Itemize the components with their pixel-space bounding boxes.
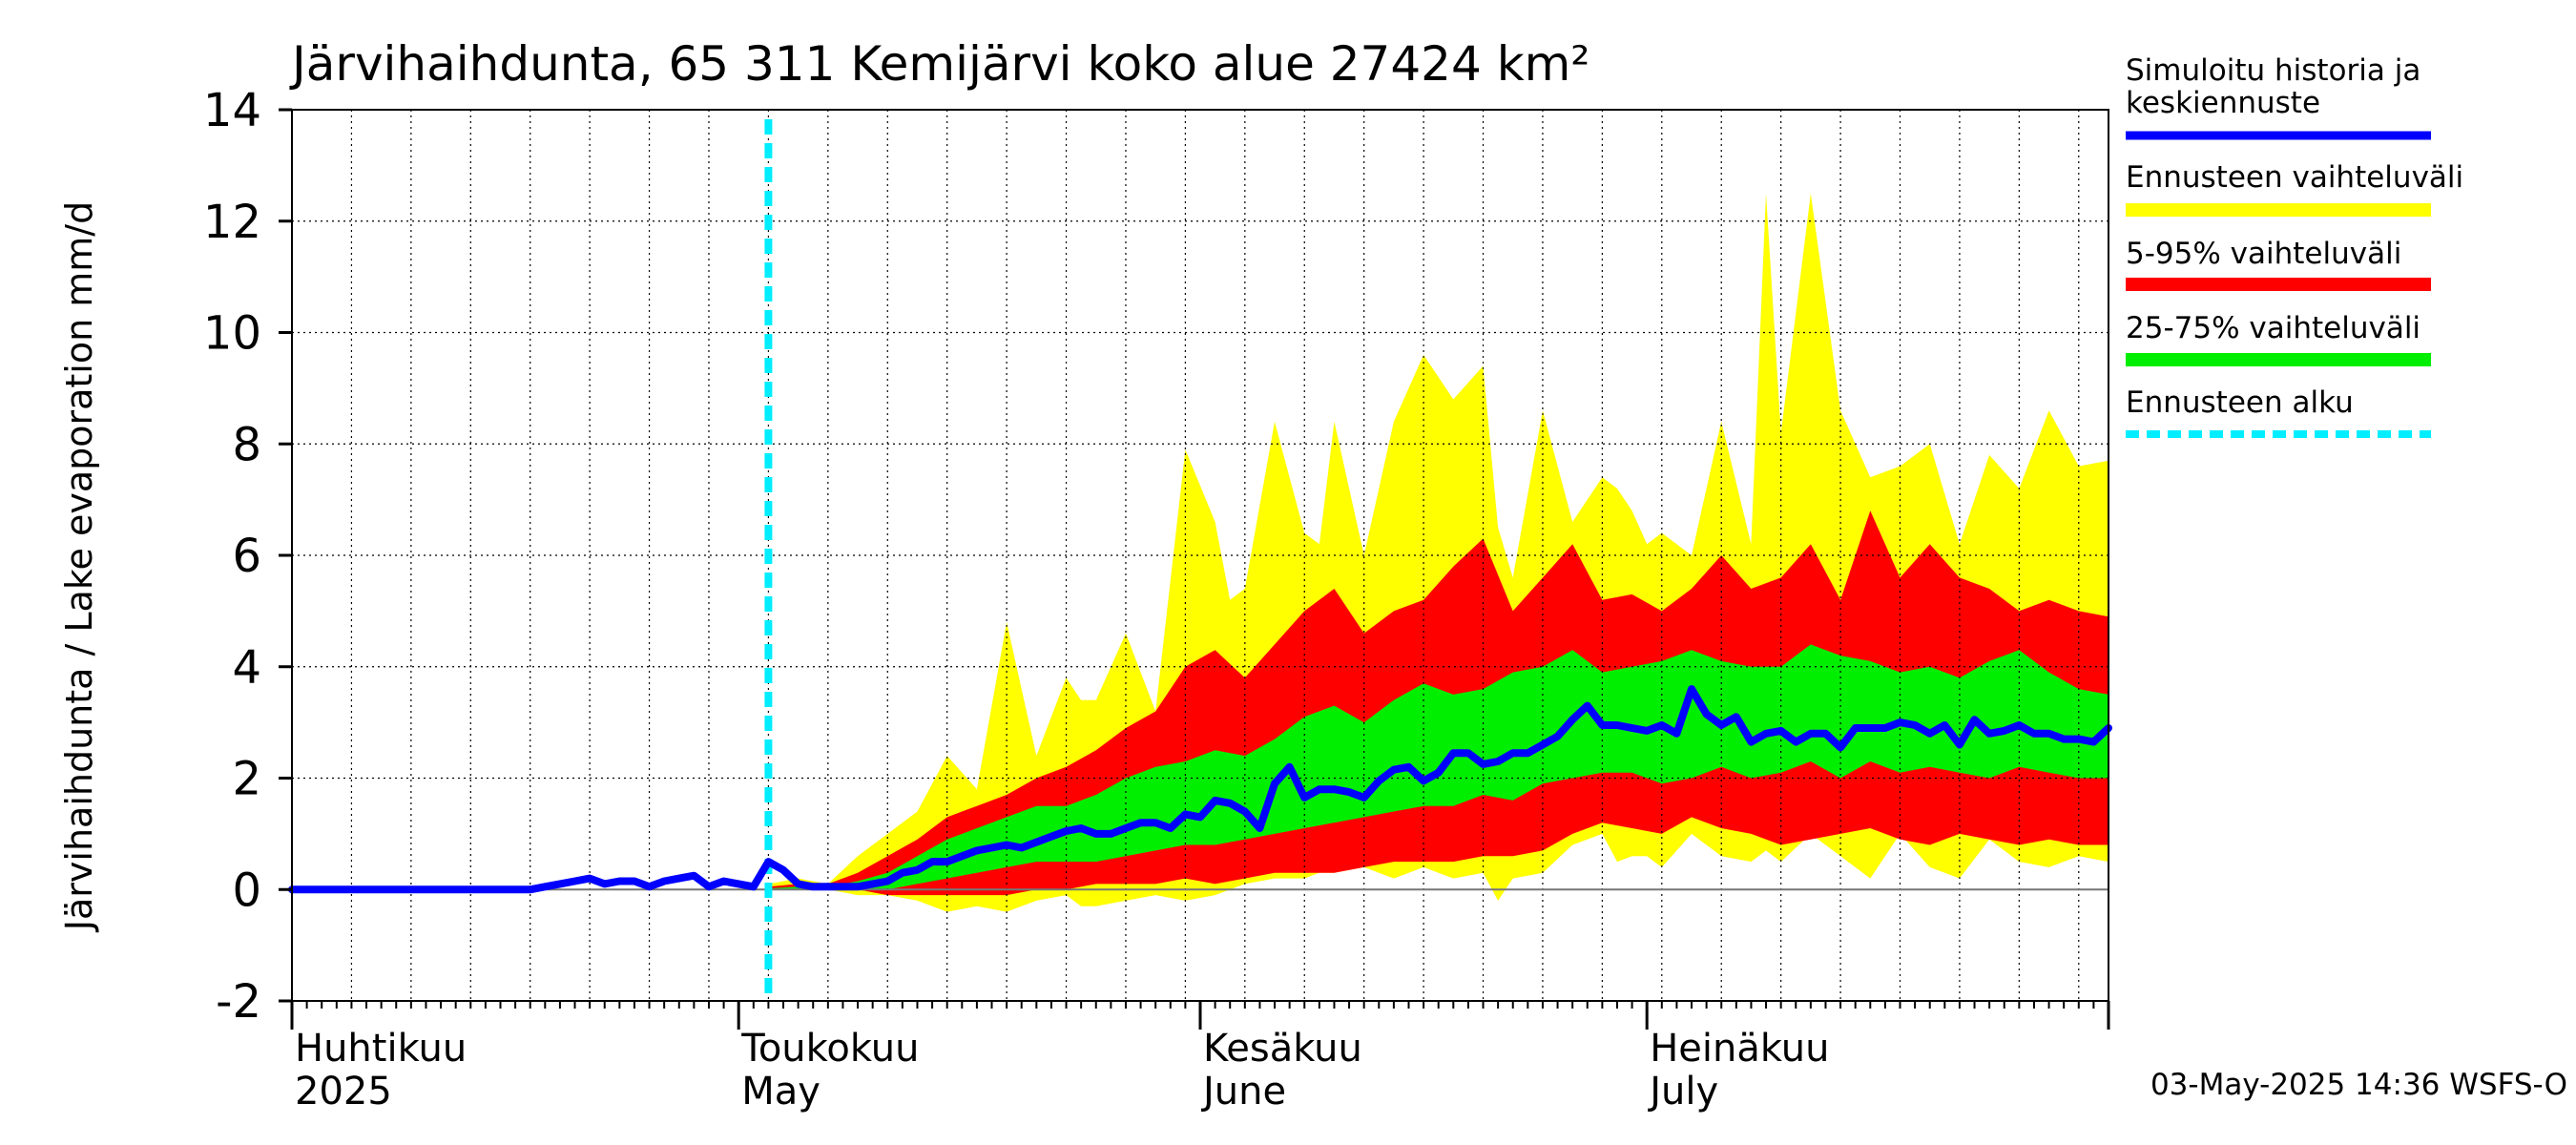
y-tick-label: 12	[203, 196, 261, 249]
x-month-label-fi: Toukokuu	[740, 1027, 919, 1071]
y-tick-label: 10	[203, 307, 261, 361]
legend-label-forecast-start: Ennusteen alku	[2126, 385, 2354, 420]
x-month-label-en: July	[1647, 1070, 1718, 1114]
x-month-label-en: May	[741, 1070, 821, 1114]
legend-label-mean-line1: Simuloitu historia ja	[2126, 53, 2420, 88]
mean-line-group	[288, 685, 2112, 894]
y-axis-label: Järvihaihdunta / Lake evaporation mm/d	[58, 201, 100, 932]
chart-title: Järvihaihdunta, 65 311 Kemijärvi koko al…	[289, 36, 1589, 92]
y-axis: -2 0 2 4 6 8 10 12 14	[203, 84, 292, 1029]
y-tick-label: 6	[232, 530, 261, 583]
x-month-label-fi: Heinäkuu	[1650, 1027, 1829, 1071]
footer-timestamp: 03-May-2025 14:36 WSFS-O	[2150, 1068, 2567, 1102]
y-tick-label: -2	[216, 975, 261, 1029]
legend-label-full-range: Ennusteen vaihteluväli	[2126, 160, 2463, 195]
y-tick-label: 8	[232, 418, 261, 471]
x-month-label-en: 2025	[295, 1070, 392, 1114]
x-month-label-fi: Kesäkuu	[1203, 1027, 1362, 1071]
y-tick-label: 0	[232, 864, 261, 917]
y-tick-label: 4	[232, 641, 261, 695]
forecast-bands	[768, 193, 2109, 912]
legend-label-25-75: 25-75% vaihteluväli	[2126, 311, 2420, 345]
y-tick-label: 2	[232, 753, 261, 806]
y-tick-label: 14	[203, 84, 261, 137]
legend-label-mean-line2: keskiennuste	[2126, 86, 2320, 120]
x-month-label-en: June	[1200, 1070, 1286, 1114]
x-month-label-fi: Huhtikuu	[295, 1027, 467, 1071]
mean-forecast-line	[288, 685, 2112, 894]
legend-label-5-95: 5-95% vaihteluväli	[2126, 237, 2401, 271]
